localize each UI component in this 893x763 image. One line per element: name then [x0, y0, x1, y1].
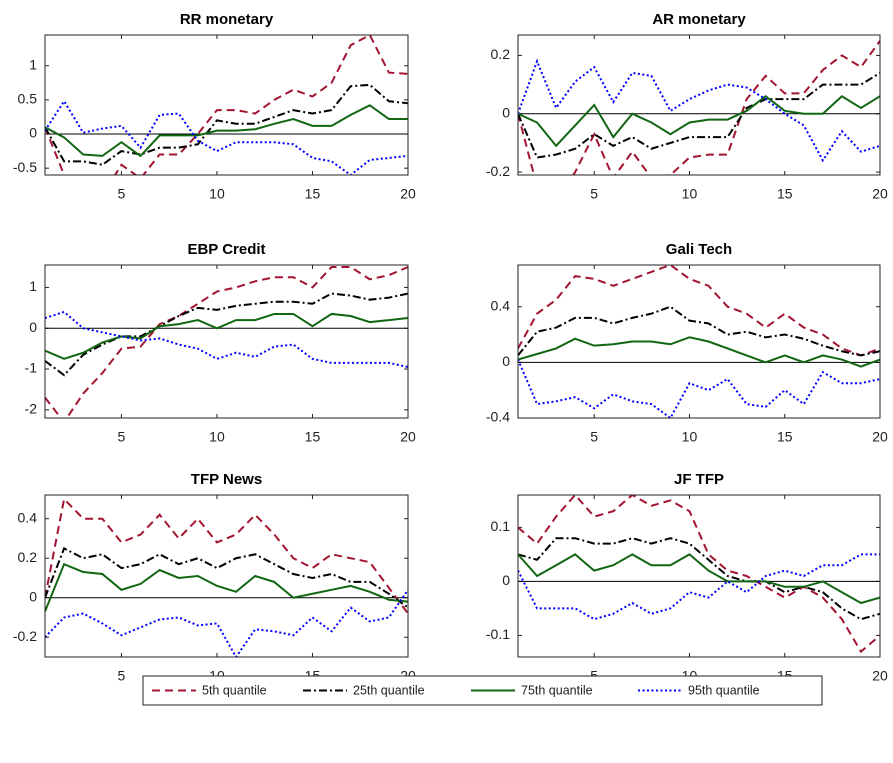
- panel-title: Gali Tech: [666, 241, 732, 258]
- x-tick-label: 5: [590, 429, 598, 445]
- plot-area: [518, 35, 880, 175]
- plot-area: [518, 495, 880, 657]
- plot-frame: [517, 494, 881, 658]
- plot-lines: [45, 35, 408, 175]
- y-tick-label: -0.4: [486, 409, 510, 425]
- y-tick-label: -1: [25, 360, 38, 376]
- x-tick-label: 5: [118, 429, 126, 445]
- y-tick-label: -0.1: [486, 626, 510, 642]
- panel-title: EBP Credit: [187, 241, 265, 258]
- plot-area: [45, 265, 408, 418]
- plot-frame: [44, 264, 409, 419]
- plot-lines: [45, 266, 408, 418]
- plot-frame: [44, 494, 409, 658]
- y-tick-label: 0.5: [18, 91, 38, 107]
- legend-label: 5th quantile: [202, 683, 267, 697]
- plot-frame: [517, 34, 881, 176]
- plot-area: [518, 265, 880, 418]
- series-line: [45, 83, 408, 166]
- series-line: [518, 537, 880, 621]
- series-line: [518, 553, 880, 605]
- y-tick-label: -2: [25, 401, 38, 417]
- series-line: [45, 104, 408, 158]
- panel-title: JF TFP: [674, 471, 724, 488]
- series-line: [45, 292, 408, 377]
- x-tick-label: 15: [777, 429, 793, 445]
- series-line: [518, 94, 880, 148]
- series-line: [45, 310, 408, 368]
- series-line: [518, 72, 880, 159]
- x-tick-label: 20: [400, 429, 416, 445]
- y-tick-label: 0.1: [491, 518, 511, 534]
- y-tick-label: 0: [502, 104, 510, 120]
- x-tick-label: 5: [590, 186, 598, 202]
- y-tick-label: 0.2: [491, 46, 511, 62]
- panel-title: AR monetary: [652, 11, 746, 28]
- series-line: [45, 546, 408, 609]
- y-tick-label: 0: [502, 572, 510, 588]
- x-tick-label: 20: [872, 668, 888, 684]
- x-tick-label: 20: [400, 186, 416, 202]
- series-line: [518, 305, 880, 357]
- legend-label: 75th quantile: [521, 683, 593, 697]
- y-tick-label: 1: [29, 56, 37, 72]
- plot-frame: [517, 264, 881, 419]
- legend-label: 95th quantile: [688, 683, 760, 697]
- y-tick-label: 0.4: [491, 297, 511, 313]
- series-line: [45, 99, 408, 175]
- plot-frame: [44, 34, 409, 176]
- y-tick-label: 0: [29, 588, 37, 604]
- series-line: [518, 40, 880, 175]
- y-tick-label: -0.2: [13, 628, 37, 644]
- panel-title: RR monetary: [180, 11, 274, 28]
- panel-title: TFP News: [191, 471, 262, 488]
- series-line: [45, 312, 408, 360]
- series-line: [518, 359, 880, 418]
- plot-area: [45, 35, 408, 175]
- x-tick-label: 5: [118, 668, 126, 684]
- x-tick-label: 10: [682, 429, 698, 445]
- x-tick-label: 15: [305, 186, 321, 202]
- x-tick-label: 10: [682, 186, 698, 202]
- plot-lines: [518, 40, 880, 175]
- series-line: [45, 496, 408, 615]
- y-tick-label: 0: [29, 319, 37, 335]
- y-tick-label: 0.2: [18, 549, 38, 565]
- plot-lines: [518, 265, 880, 418]
- y-tick-label: -0.5: [13, 159, 37, 175]
- plot-lines: [45, 496, 408, 657]
- series-line: [518, 553, 880, 621]
- plot-lines: [518, 495, 880, 654]
- legend: 5th quantile 25th quantile 75th quantile 95…: [142, 675, 823, 706]
- x-tick-label: 15: [305, 429, 321, 445]
- series-line: [518, 495, 880, 654]
- legend-label: 25th quantile: [353, 683, 425, 697]
- y-tick-label: 0: [502, 353, 510, 369]
- series-line: [45, 589, 408, 657]
- y-tick-label: -0.2: [486, 163, 510, 179]
- y-tick-label: 0.4: [18, 509, 38, 525]
- series-line: [45, 266, 408, 418]
- series-line: [518, 336, 880, 368]
- x-tick-label: 20: [872, 429, 888, 445]
- x-tick-label: 20: [872, 186, 888, 202]
- series-line: [45, 562, 408, 612]
- y-tick-label: 0: [29, 125, 37, 141]
- series-line: [518, 58, 880, 163]
- x-tick-label: 15: [777, 186, 793, 202]
- series-line: [518, 265, 880, 357]
- x-tick-label: 5: [118, 186, 126, 202]
- y-tick-label: 1: [29, 278, 37, 294]
- x-tick-label: 10: [209, 429, 225, 445]
- x-tick-label: 10: [209, 186, 225, 202]
